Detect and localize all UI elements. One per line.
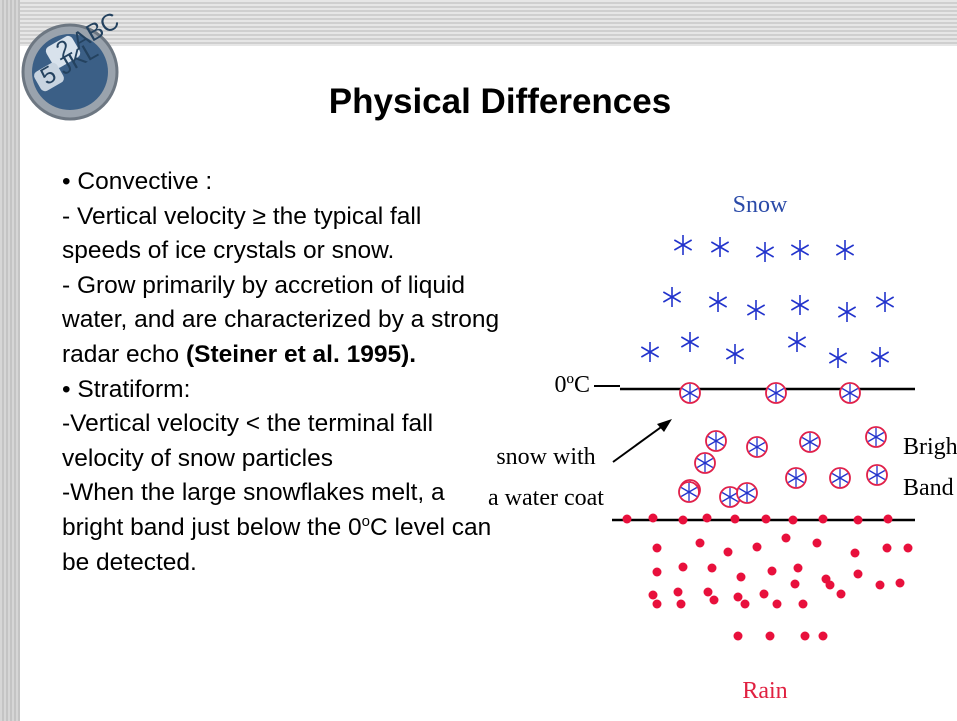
raindrop xyxy=(710,596,719,605)
raindrop xyxy=(799,600,808,609)
bullet-item: - Grow primarily by accretion of liquid … xyxy=(62,269,507,373)
raindrop xyxy=(753,543,762,552)
raindrop xyxy=(782,534,791,543)
bullet-item: • Convective : xyxy=(62,165,507,200)
bullet-item: • Stratiform: xyxy=(62,373,507,408)
raindrop xyxy=(789,516,798,525)
raindrop xyxy=(741,600,750,609)
body-text: • Convective : - Vertical velocity ≥ the … xyxy=(62,165,507,580)
rain-label: Rain xyxy=(742,678,787,704)
citation: (Steiner et al. 1995). xyxy=(186,341,416,368)
raindrop xyxy=(819,632,828,641)
raindrop xyxy=(649,591,658,600)
raindrop xyxy=(737,573,746,582)
raindrop xyxy=(851,549,860,558)
raindrop xyxy=(854,570,863,579)
raindrop xyxy=(704,588,713,597)
raindrop xyxy=(623,515,632,524)
raindrop xyxy=(876,581,885,590)
snow-label: Snow xyxy=(733,192,788,218)
raindrop xyxy=(679,563,688,572)
raindrop xyxy=(768,567,777,576)
raindrop xyxy=(703,514,712,523)
bullet-item: -When the large snowflakes melt, a brigh… xyxy=(62,476,507,580)
slide: 2 ABC 5 JKL Snow 0ºC snow with a water c… xyxy=(0,0,957,721)
raindrop xyxy=(791,580,800,589)
raindrop xyxy=(826,581,835,590)
coat-label: snow with xyxy=(496,444,595,470)
raindrop xyxy=(794,564,803,573)
raindrop xyxy=(731,515,740,524)
bullet-text: -Vertical velocity < the terminal fall v… xyxy=(62,410,433,472)
raindrop xyxy=(679,516,688,525)
raindrop xyxy=(801,632,810,641)
raindrop xyxy=(819,515,828,524)
raindrop xyxy=(813,539,822,548)
logo-icon: 2 ABC 5 JKL xyxy=(23,7,124,119)
band-label: Band xyxy=(903,475,954,501)
raindrop xyxy=(724,548,733,557)
page: 2 ABC 5 JKL Snow 0ºC snow with a water c… xyxy=(0,0,957,721)
raindrop xyxy=(762,515,771,524)
raindrop xyxy=(884,515,893,524)
bullet-item: - Vertical velocity ≥ the typical fall s… xyxy=(62,200,507,269)
raindrop xyxy=(734,632,743,641)
bullet-text: - Vertical velocity ≥ the typical fall s… xyxy=(62,203,421,265)
raindrop xyxy=(766,632,775,641)
raindrop xyxy=(883,544,892,553)
raindrop xyxy=(677,600,686,609)
raindrop xyxy=(696,539,705,548)
raindrop xyxy=(653,600,662,609)
raindrop xyxy=(653,568,662,577)
raindrop xyxy=(760,590,769,599)
raindrop xyxy=(653,544,662,553)
raindrop xyxy=(837,590,846,599)
bullet-text: • Convective : xyxy=(62,168,212,195)
raindrop xyxy=(773,600,782,609)
raindrop xyxy=(896,579,905,588)
freezing-label: 0ºC xyxy=(555,372,590,398)
raindrop xyxy=(734,593,743,602)
raindrop xyxy=(708,564,717,573)
bullet-item: -Vertical velocity < the terminal fall v… xyxy=(62,407,507,476)
raindrop xyxy=(854,516,863,525)
raindrop xyxy=(904,544,913,553)
raindrop xyxy=(649,514,658,523)
raindrop xyxy=(674,588,683,597)
slide-title: Physical Differences xyxy=(230,82,770,122)
bullet-text: • Stratiform: xyxy=(62,376,190,403)
band-label: Bright xyxy=(903,434,957,460)
superscript: o xyxy=(362,513,370,530)
